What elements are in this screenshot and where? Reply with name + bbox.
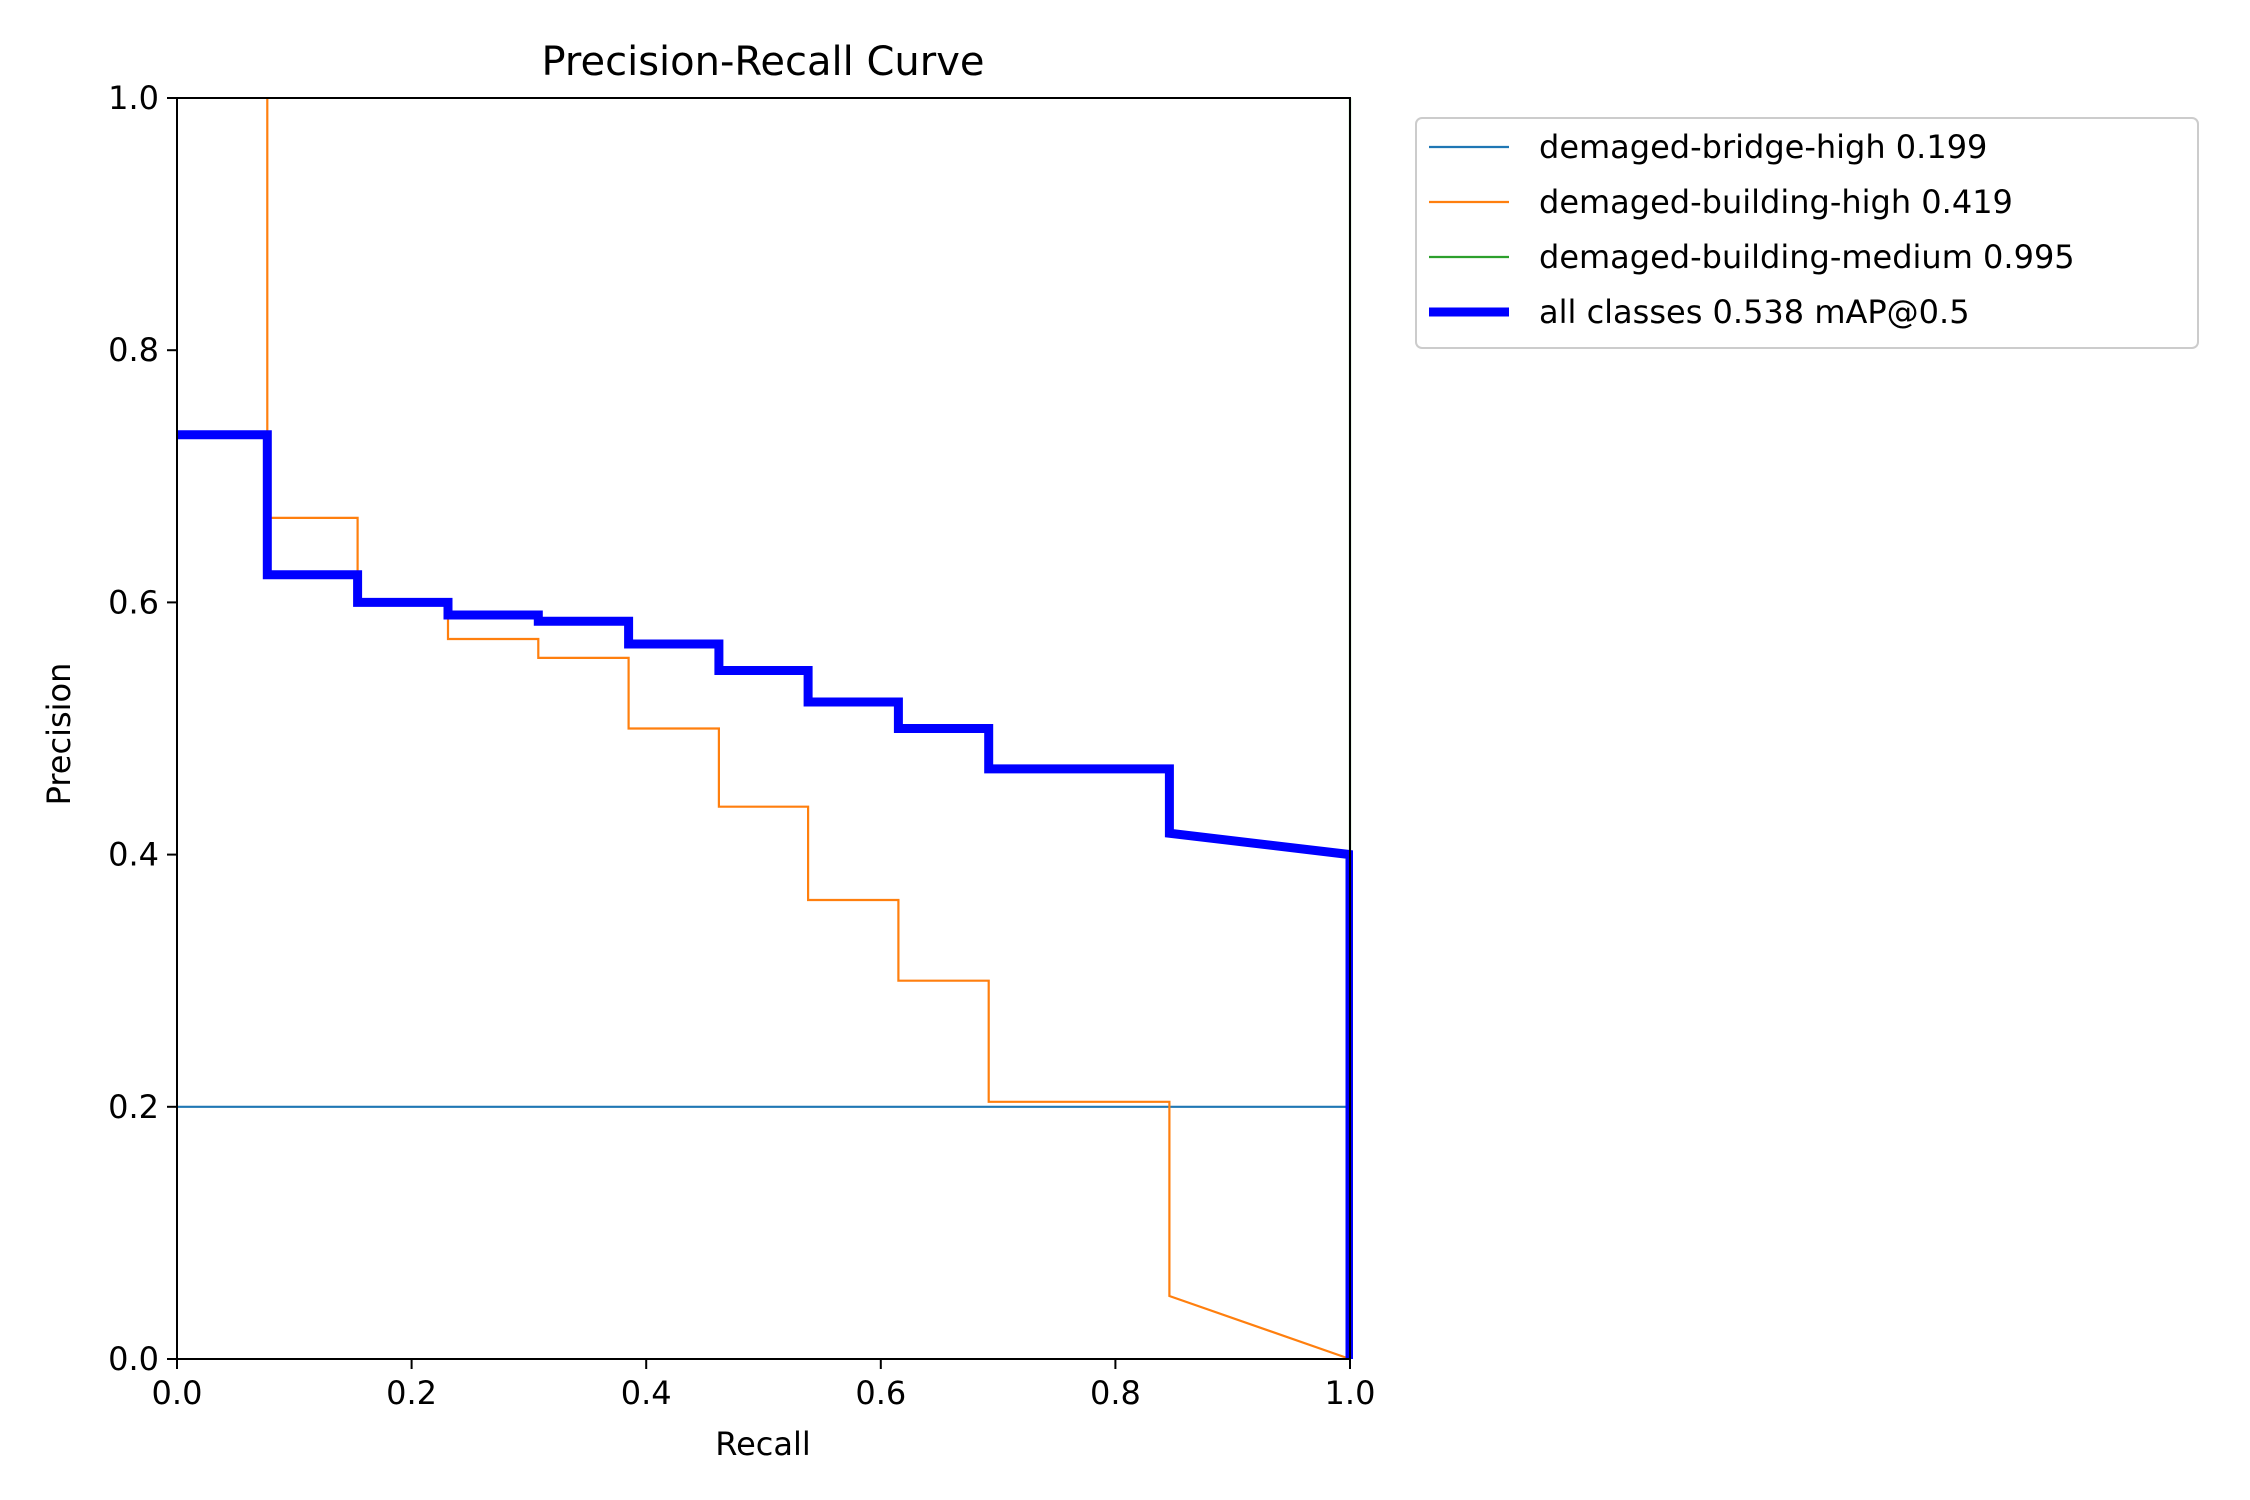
axes-frame [176,97,1351,1360]
plot-area [176,97,1353,1361]
series-line-4 [177,430,1353,1359]
y-tick-label: 1.0 [108,79,159,117]
legend: demaged-bridge-high 0.199 demaged-buildin… [1415,117,2199,349]
legend-label-1: demaged-bridge-high 0.199 [1539,128,1987,166]
axis-ticks: 0.0 0.2 0.4 0.6 0.8 1.0 0.0 0.2 0.4 0.6 0.8 1.0 [108,79,1375,1412]
x-axis-title: Recall [715,1425,810,1463]
x-tick-label: 0.2 [386,1374,437,1412]
y-tick-label: 0.4 [108,836,159,874]
y-tick-label: 0.2 [108,1088,159,1126]
y-tick-label: 0.6 [108,583,159,621]
x-tick-label: 1.0 [1325,1374,1376,1412]
chart-title: Precision-Recall Curve [542,39,985,85]
legend-label-4: all classes 0.538 mAP@0.5 [1539,293,1970,331]
legend-label-3: demaged-building-medium 0.995 [1539,238,2075,276]
x-tick-label: 0.6 [855,1374,906,1412]
legend-label-2: demaged-building-high 0.419 [1539,183,2013,221]
x-tick-label: 0.8 [1090,1374,1141,1412]
legend-box [1415,117,2199,349]
x-tick-label: 0.4 [621,1374,672,1412]
y-tick-label: 0.0 [108,1340,159,1378]
y-axis-title: Precision [40,663,78,806]
x-tick-label: 0.0 [152,1374,203,1412]
y-tick-label: 0.8 [108,331,159,369]
